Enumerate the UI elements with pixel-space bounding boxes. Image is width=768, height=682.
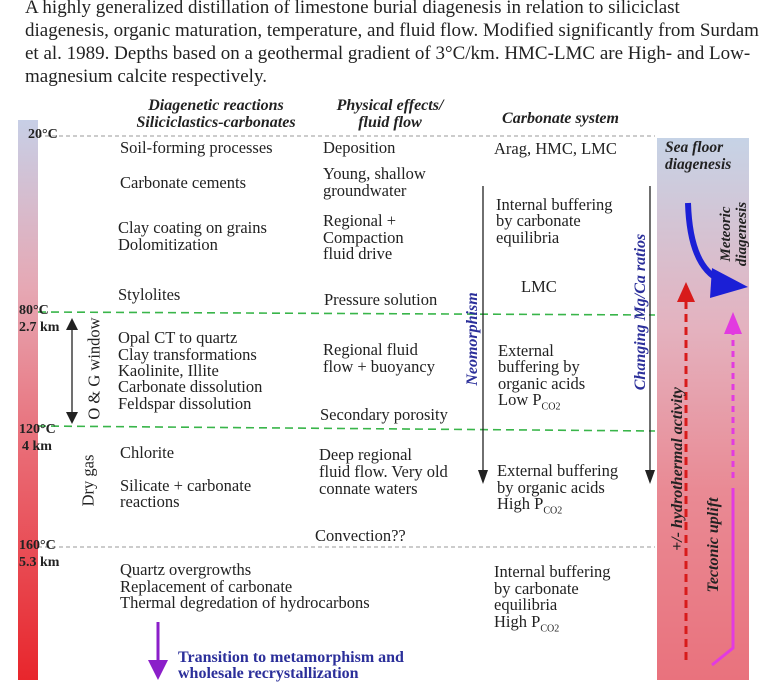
carbonate-internal-2: by carbonate — [496, 211, 581, 230]
meteoric-diagenesis-label: Meteoric diagenesis — [718, 201, 750, 267]
sea-floor-line1: Sea floor — [665, 139, 724, 156]
reaction-clay-coating: Clay coating on grains — [118, 218, 267, 237]
physical-deep-1: Deep regional — [319, 445, 412, 464]
tectonic-uplift-label: Tectonic uplift — [705, 497, 722, 593]
physical-secondary-porosity: Secondary porosity — [320, 405, 448, 424]
reaction-silicate: Silicate + carbonate — [120, 476, 252, 495]
temp-80c: 80°C — [19, 303, 49, 318]
reaction-thermal: Thermal degredation of hydrocarbons — [120, 593, 370, 612]
meteoric-arrow — [685, 202, 724, 284]
temp-20c: 20°C — [28, 127, 58, 142]
reaction-stylolites: Stylolites — [118, 285, 181, 304]
sea-floor-diagenesis-label: Sea floor diagenesis — [665, 139, 745, 173]
figure-caption: A highly generalized distillation of lim… — [25, 0, 759, 87]
reaction-opal: Opal CT to quartz — [118, 328, 238, 347]
physical-regional-1: Regional fluid — [323, 340, 418, 359]
hydrothermal-label: +/- hydrothermal activity — [669, 387, 686, 551]
physical-groundwater-2: groundwater — [323, 181, 407, 200]
temp-120c: 120°C — [19, 422, 56, 437]
carbonate-internal-1: Internal buffering — [496, 195, 613, 214]
reaction-feldspar: Feldspar dissolution — [118, 394, 252, 413]
depth-120c: 4 km — [22, 439, 52, 454]
physical-deep-2: fluid flow. Very old — [319, 462, 448, 481]
carbonate-arag: Arag, HMC, LMC — [494, 139, 617, 158]
carbonate-int2-3: equilibria — [494, 595, 558, 614]
reaction-quartz: Quartz overgrowths — [120, 560, 252, 579]
carbonate-ext2-1: External buffering — [497, 461, 619, 480]
physical-pressure-solution: Pressure solution — [324, 290, 438, 309]
dry-gas-label: Dry gas — [78, 454, 98, 507]
carbonate-high-pco2-2: High PCO2 — [494, 612, 560, 635]
carbonate-external-3: organic acids — [498, 374, 586, 393]
physical-deposition: Deposition — [323, 138, 396, 157]
header-physical-line1: Physical effects/ — [336, 97, 444, 114]
carbonate-int2-1: Internal buffering — [494, 562, 611, 581]
reaction-silicate-cont: reactions — [120, 492, 180, 511]
carbonate-int2-2: by carbonate — [494, 579, 579, 598]
reaction-replacement: Replacement of carbonate — [120, 577, 293, 596]
mgca-label: Changing Mg/Ca ratios — [632, 233, 649, 391]
uplift-solid — [711, 488, 735, 667]
reaction-carbonate-dissolution: Carbonate dissolution — [118, 377, 263, 396]
line-80c — [37, 311, 656, 316]
transition-line1: Transition to metamorphism and — [178, 649, 404, 666]
reaction-clay-transformations: Clay transformations — [118, 345, 257, 364]
reaction-kaolinite: Kaolinite, Illite — [118, 361, 219, 380]
header-carbonate: Carbonate system — [502, 110, 619, 127]
reaction-chlorite: Chlorite — [120, 443, 175, 462]
physical-groundwater-1: Young, shallow — [323, 164, 426, 183]
transition-label: Transition to metamorphism and wholesale… — [178, 650, 404, 682]
depth-80c: 2.7 km — [19, 320, 60, 335]
physical-compaction-3: fluid drive — [323, 244, 393, 263]
physical-deep-3: connate waters — [319, 479, 418, 498]
header-physical-line2: fluid flow — [358, 114, 422, 131]
reaction-soil: Soil-forming processes — [120, 138, 273, 157]
carbonate-internal-3: equilibria — [496, 228, 560, 247]
reaction-carbonate-cements: Carbonate cements — [120, 173, 246, 192]
physical-compaction-2: Compaction — [323, 228, 404, 247]
og-window-label: O & G window — [84, 317, 104, 420]
header-reactions-line2: Siliciclastics-carbonates — [136, 114, 296, 131]
temp-160c: 160°C — [19, 538, 56, 553]
temperature-gradient-bar — [18, 120, 38, 680]
header-physical: Physical effects/ fluid flow — [320, 97, 460, 131]
header-reactions: Diagenetic reactions Siliciclastics-carb… — [118, 97, 314, 131]
carbonate-lmc: LMC — [521, 277, 557, 296]
line-120c — [37, 425, 656, 432]
sea-floor-line2: diagenesis — [665, 156, 732, 173]
carbonate-external-2: buffering by — [498, 357, 580, 376]
transition-line2: wholesale recrystallization — [178, 665, 359, 682]
physical-regional-2: flow + buoyancy — [323, 357, 435, 376]
neomorphism-label: Neomorphism — [464, 292, 481, 386]
physical-compaction-1: Regional + — [323, 211, 397, 230]
carbonate-low-pco2: Low PCO2 — [498, 390, 561, 413]
carbonate-external-1: External — [498, 341, 554, 360]
header-reactions-line1: Diagenetic reactions — [148, 97, 284, 114]
physical-convection: Convection?? — [315, 526, 406, 545]
carbonate-high-pco2-1: High PCO2 — [497, 494, 563, 517]
carbonate-ext2-2: by organic acids — [497, 478, 605, 497]
reaction-dolomitization: Dolomitization — [118, 235, 218, 254]
depth-160c: 5.3 km — [19, 555, 60, 570]
